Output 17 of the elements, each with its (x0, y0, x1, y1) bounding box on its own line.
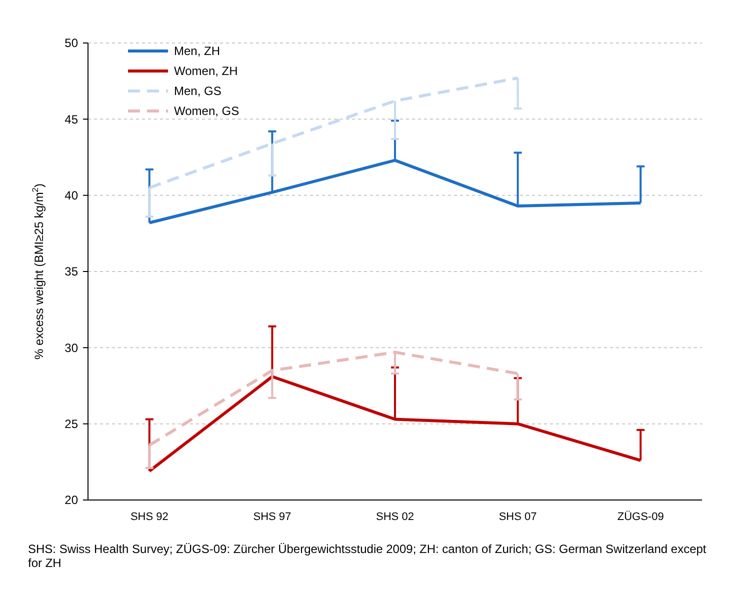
y-tick-label: 35 (64, 264, 78, 279)
x-tick-label: SHS 02 (376, 511, 414, 523)
y-tick-label: 50 (64, 36, 78, 50)
x-tick-label: SHS 97 (253, 511, 292, 523)
y-tick-label: 25 (64, 417, 78, 432)
x-tick-label: SHS 92 (130, 511, 168, 523)
y-tick-label: 20 (64, 493, 78, 508)
y-tick-label: 40 (64, 188, 78, 203)
x-tick-label: SHS 07 (498, 511, 537, 523)
y-tick-label: 30 (64, 340, 78, 355)
text: SHS: Swiss Health Survey; ZÜGS-09: Zürcher Übergewichtsstudie 2009; ZH: canton of Zurich; GS: German Switzerland except for ZH (28, 542, 708, 570)
legend-label: Men, ZH (174, 44, 220, 58)
legend-label: Men, GS (174, 84, 222, 98)
legend-label: Women, GS (174, 104, 240, 118)
x-tick-label: ZÜGS-09 (617, 510, 664, 523)
legend-label: Women, ZH (174, 64, 238, 78)
y-tick-label: 45 (64, 112, 78, 126)
